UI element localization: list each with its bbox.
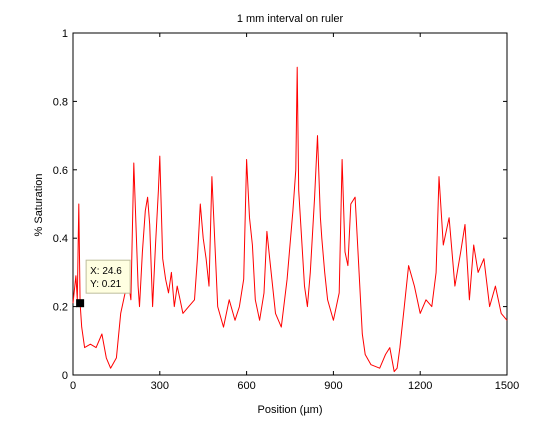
- x-tick-label: 900: [324, 380, 342, 392]
- datatip-box: [85, 259, 131, 294]
- x-tick-label: 0: [70, 380, 76, 392]
- y-tick-label: 0.2: [53, 302, 68, 314]
- datatip-y-text: Y: 0.21: [90, 279, 122, 290]
- axes-box: [72, 32, 508, 376]
- x-tick-label: 300: [151, 380, 169, 392]
- y-tick-label: 0: [62, 370, 68, 382]
- x-tick-label: 1500: [495, 380, 519, 392]
- series-line-1: [72, 66, 508, 373]
- x-tick-label: 1200: [408, 380, 432, 392]
- y-tick-label: 0.4: [53, 233, 68, 245]
- chart-title: 1 mm interval on ruler: [237, 13, 344, 25]
- y-axis-label: % Saturation: [33, 174, 45, 237]
- x-axis-label: Position (µm): [257, 404, 322, 416]
- x-tick-label: 600: [237, 380, 255, 392]
- y-tick-label: 1: [62, 28, 68, 40]
- y-tick-label: 0.6: [53, 165, 68, 177]
- plot-area: 0 300 600 900 1200 1500 0 0.2 0.4 0.6 0.8 1 X: 24.6 Y…: [53, 28, 520, 392]
- datatip-x-text: X: 24.6: [90, 266, 122, 277]
- datatip-marker: [76, 299, 85, 308]
- y-tick-label: 0.8: [53, 96, 68, 108]
